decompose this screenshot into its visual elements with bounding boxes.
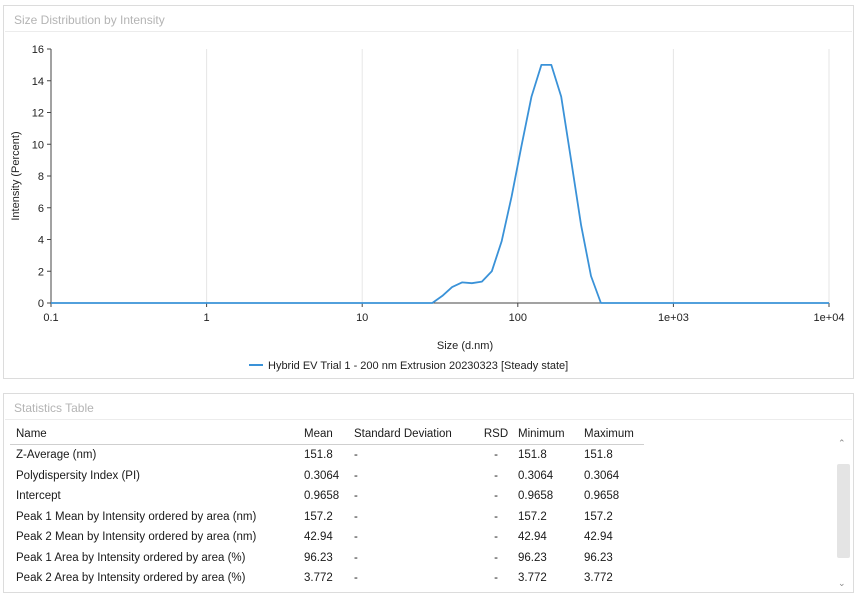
cell-standard-deviation: - bbox=[354, 510, 358, 523]
cell-standard-deviation: - bbox=[354, 490, 358, 503]
table-row[interactable]: Peak 2 Mean by Intensity ordered by area… bbox=[10, 527, 644, 548]
cell-standard-deviation: - bbox=[354, 469, 358, 482]
x-tick-label: 0.1 bbox=[43, 312, 58, 324]
scrollbar-thumb[interactable] bbox=[837, 464, 850, 558]
column-header-name[interactable]: Name bbox=[16, 428, 47, 440]
y-tick-label: 2 bbox=[38, 266, 44, 278]
cell-mean: 151.8 bbox=[304, 449, 333, 462]
cell-name: Peak 1 Mean by Intensity ordered by area… bbox=[16, 510, 257, 523]
table-row[interactable]: Peak 1 Mean by Intensity ordered by area… bbox=[10, 507, 644, 528]
cell-standard-deviation: - bbox=[354, 449, 358, 462]
cell-standard-deviation: - bbox=[354, 572, 358, 585]
legend-label: Hybrid EV Trial 1 - 200 nm Extrusion 202… bbox=[268, 360, 568, 372]
cell-rsd: - bbox=[494, 551, 498, 564]
table-row[interactable]: Peak 1 Area by Intensity ordered by area… bbox=[10, 548, 644, 569]
x-tick-label: 1e+03 bbox=[658, 312, 689, 324]
size-distribution-panel: Size Distribution by Intensity 0.1 1 10 100… bbox=[3, 5, 854, 379]
cell-minimum: 157.2 bbox=[518, 510, 547, 523]
cell-mean: 3.772 bbox=[304, 572, 333, 585]
cell-name: Polydispersity Index (PI) bbox=[16, 469, 140, 482]
cell-mean: 96.23 bbox=[304, 551, 333, 564]
statistics-table-panel: Statistics Table Name Mean Standard Devi… bbox=[3, 393, 854, 593]
cell-minimum: 96.23 bbox=[518, 551, 547, 564]
y-tick-label: 10 bbox=[32, 139, 44, 151]
size-distribution-chart: 0.1 1 10 100 1e+03 1e+04 0 2 4 6 8 10 12 14 16 Size (d.… bbox=[10, 44, 845, 372]
cell-mean: 42.94 bbox=[304, 531, 333, 544]
column-header-minimum[interactable]: Minimum bbox=[518, 428, 565, 440]
cell-maximum: 0.9658 bbox=[584, 490, 620, 503]
x-tick-label: 1e+04 bbox=[814, 312, 845, 324]
cell-maximum: 42.94 bbox=[584, 531, 613, 544]
x-axis-title: Size (d.nm) bbox=[437, 340, 493, 352]
y-tick-label: 4 bbox=[38, 235, 44, 247]
cell-name: Peak 2 Mean by Intensity ordered by area… bbox=[16, 531, 257, 544]
cell-name: Z-Average (nm) bbox=[16, 449, 97, 462]
table-row[interactable]: Z-Average (nm) 151.8 - - 151.8 151.8 bbox=[10, 445, 644, 466]
statistics-table: Name Mean Standard Deviation RSD Minimum… bbox=[10, 424, 644, 589]
y-tick-label: 0 bbox=[38, 298, 44, 310]
cell-standard-deviation: - bbox=[354, 551, 358, 564]
cell-name: Peak 1 Area by Intensity ordered by area… bbox=[16, 551, 246, 564]
y-tick-label: 16 bbox=[32, 44, 44, 56]
x-tick-label: 100 bbox=[509, 312, 527, 324]
cell-mean: 157.2 bbox=[304, 510, 333, 523]
table-row[interactable]: Peak 2 Area by Intensity ordered by area… bbox=[10, 568, 644, 589]
column-header-rsd[interactable]: RSD bbox=[483, 428, 509, 440]
column-header-maximum[interactable]: Maximum bbox=[584, 428, 634, 440]
cell-minimum: 151.8 bbox=[518, 449, 547, 462]
cell-minimum: 0.3064 bbox=[518, 469, 554, 482]
y-tick-label: 6 bbox=[38, 203, 44, 215]
y-tick-label: 8 bbox=[38, 171, 44, 183]
column-header-mean[interactable]: Mean bbox=[304, 428, 333, 440]
cell-name: Peak 2 Area by Intensity ordered by area… bbox=[16, 572, 246, 585]
chevron-up-icon[interactable]: ⌃ bbox=[838, 438, 846, 448]
cell-maximum: 3.772 bbox=[584, 572, 613, 585]
statistics-table-container[interactable]: Name Mean Standard Deviation RSD Minimum… bbox=[10, 424, 832, 592]
series-line bbox=[51, 64, 829, 304]
x-tick-label: 1 bbox=[204, 312, 210, 324]
cell-minimum: 0.9658 bbox=[518, 490, 554, 503]
cell-maximum: 151.8 bbox=[584, 449, 613, 462]
cell-maximum: 0.3064 bbox=[584, 469, 620, 482]
cell-maximum: 96.23 bbox=[584, 551, 613, 564]
table-header-row: Name Mean Standard Deviation RSD Minimum… bbox=[10, 424, 644, 445]
cell-rsd: - bbox=[494, 572, 498, 585]
table-row[interactable]: Polydispersity Index (PI) 0.3064 - - 0.3064 0… bbox=[10, 466, 644, 487]
cell-standard-deviation: - bbox=[354, 531, 358, 544]
panel-divider bbox=[5, 31, 852, 32]
cell-mean: 0.9658 bbox=[304, 490, 340, 503]
y-tick-label: 12 bbox=[32, 108, 44, 120]
cell-minimum: 42.94 bbox=[518, 531, 547, 544]
stats-panel-title: Statistics Table bbox=[14, 401, 94, 415]
y-tick-label: 14 bbox=[32, 76, 44, 88]
chart-panel-title: Size Distribution by Intensity bbox=[14, 13, 165, 27]
table-row[interactable]: Intercept 0.9658 - - 0.9658 0.9658 bbox=[10, 486, 644, 507]
cell-mean: 0.3064 bbox=[304, 469, 340, 482]
cell-maximum: 157.2 bbox=[584, 510, 613, 523]
cell-rsd: - bbox=[494, 469, 498, 482]
chevron-down-icon[interactable]: ⌄ bbox=[838, 578, 846, 588]
column-header-standard-deviation[interactable]: Standard Deviation bbox=[354, 428, 452, 440]
cell-minimum: 3.772 bbox=[518, 572, 547, 585]
cell-rsd: - bbox=[494, 490, 498, 503]
panel-divider bbox=[5, 419, 852, 420]
cell-rsd: - bbox=[494, 449, 498, 462]
y-axis-title: Intensity (Percent) bbox=[10, 131, 22, 220]
cell-name: Intercept bbox=[16, 490, 61, 503]
x-tick-label: 10 bbox=[356, 312, 368, 324]
vertical-scrollbar[interactable]: ⌃ ⌄ bbox=[835, 438, 851, 588]
cell-rsd: - bbox=[494, 510, 498, 523]
cell-rsd: - bbox=[494, 531, 498, 544]
